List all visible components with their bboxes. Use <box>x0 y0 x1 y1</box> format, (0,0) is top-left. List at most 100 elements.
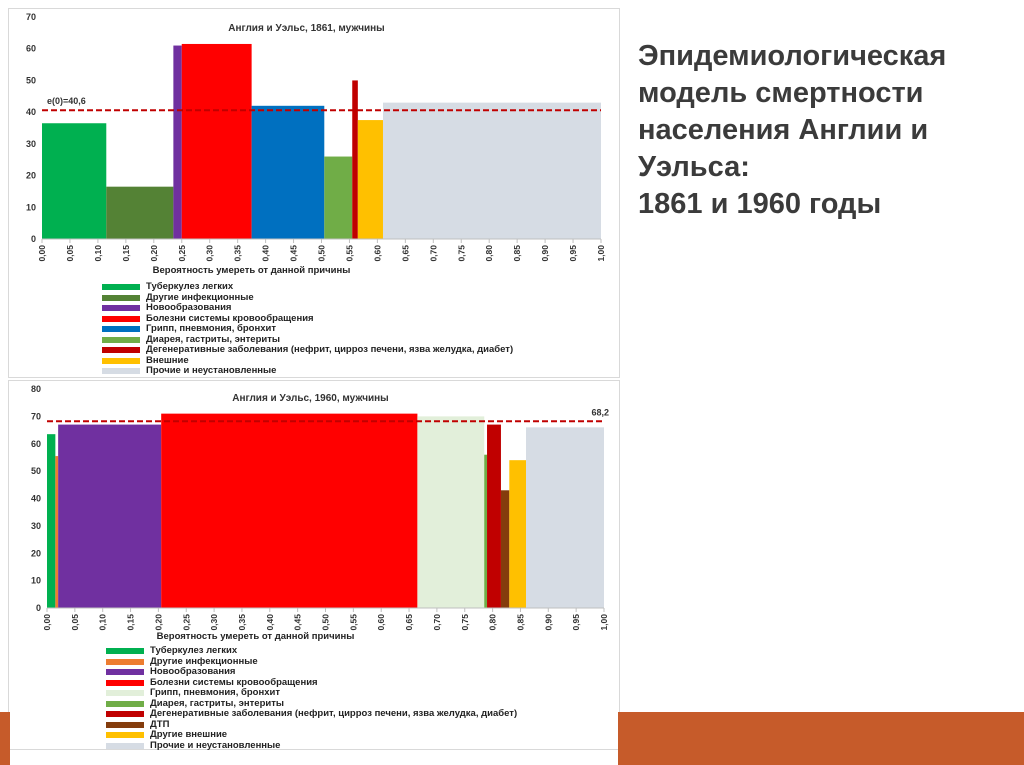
chart-1861-bar <box>173 45 182 239</box>
chart-1861-legend-label: Новообразования <box>146 302 232 313</box>
chart-1960-legend-item: Другие внешние <box>106 729 517 741</box>
chart-1861-xtick-label: 0,50 <box>317 245 327 262</box>
chart-1861-bar <box>352 80 358 239</box>
chart-1960-legend-item: Диарея, гастриты, энтериты <box>106 698 517 710</box>
chart-1960-ytick-label: 50 <box>31 466 41 476</box>
chart-1861-xtick-label: 0,55 <box>344 245 354 262</box>
chart-1960-svg: 0 10 20 30 40 50 60 70 80 0,00 0,05 0,10 0,15 0,20 0,2… <box>31 384 609 642</box>
slide-title: Эпидемиологическая модель смертности нас… <box>638 38 1008 223</box>
chart-1960-legend-label: Туберкулез легких <box>150 645 238 656</box>
chart-1960-legend-label: Прочие и неустановленные <box>150 739 281 751</box>
chart-1861-xtick-label: 0,80 <box>484 245 494 262</box>
chart-1861-bar <box>357 120 383 239</box>
chart-1960-xtick-label: 0,20 <box>153 614 163 631</box>
chart-1960-xtick-label: 0,95 <box>571 614 581 631</box>
chart-1861-legend-item: Дегенеративные заболевания (нефрит, цирр… <box>102 344 514 356</box>
chart-1861-legend-swatch <box>102 284 140 291</box>
slide-title-line-2: модель смертности <box>638 77 924 109</box>
chart-1861-legend-item: Туберкулез легких <box>102 281 513 293</box>
chart-1960-xtick-label: 0,35 <box>237 614 247 631</box>
chart-1960-title: Англия и Уэльс, 1960, мужчины <box>232 393 388 404</box>
chart-1960-legend-label: Новообразования <box>150 666 236 677</box>
chart-1960-bar <box>509 460 527 608</box>
chart-1960-ytick-label: 70 <box>31 411 41 421</box>
chart-1960-xtick-label: 0,55 <box>348 614 358 631</box>
chart-1861-xtick-label: 0,20 <box>149 245 159 262</box>
chart-1861-xtick-label: 0,70 <box>428 245 438 262</box>
chart-1861-legend-item: Диарея, гастриты, энтериты <box>102 333 513 346</box>
chart-1960-legend-item: Грипп, пневмония, бронхит <box>106 687 517 699</box>
chart-1861-xtick-label: 0,90 <box>540 245 550 262</box>
chart-1960-bar <box>417 416 485 608</box>
chart-1861-legend-label: Диарея, гастриты, энтериты <box>146 333 280 345</box>
chart-1861-legend-item: Грипп, пневмония, бронхит <box>102 323 513 335</box>
chart-1960-ytick-label: 0 <box>36 603 41 613</box>
chart-1861-legend-label: Грипп, пневмония, бронхит <box>146 323 276 334</box>
chart-1861-xtick-label: 0,75 <box>456 245 466 262</box>
chart-1861-legend-item: Внешние <box>102 354 513 367</box>
chart-1861: 0 10 20 30 40 50 60 70 0,00 0,05 0,10 0,15 0,20 0,25 0… <box>8 8 620 378</box>
chart-1960-legend-swatch <box>106 742 144 749</box>
chart-1960-x-axis-title: Вероятность умереть от данной причины <box>157 631 355 642</box>
chart-1960-xtick-label: 0,45 <box>293 614 303 631</box>
slide-title-line-3: населения Англии и <box>638 114 929 146</box>
chart-1960-xtick-label: 0,30 <box>209 614 219 631</box>
chart-1960-xtick-label: 0,15 <box>126 614 136 631</box>
chart-1861-svg: 0 10 20 30 40 50 60 70 0,00 0,05 0,10 0,15 0,20 0,25 0… <box>26 12 606 276</box>
chart-1960-reference-label: 68,2 <box>591 407 609 417</box>
chart-1861-legend-swatch <box>102 305 140 312</box>
chart-1861-xtick-label: 0,10 <box>93 245 103 262</box>
chart-1861-xtick-label: 0,35 <box>233 245 243 262</box>
chart-1861-xtick-label: 0,30 <box>205 245 215 262</box>
chart-1861-ytick-label: 60 <box>26 44 36 54</box>
chart-1861-xtick-label: 0,95 <box>568 245 578 262</box>
chart-1861-xtick-label: 0,40 <box>261 245 271 262</box>
chart-1960-legend-item: Прочие и неустановленные <box>106 739 517 752</box>
chart-1861-legend: Туберкулез легких Другие инфекционные Ново… <box>102 281 514 377</box>
chart-1960-xtick-label: 0,65 <box>404 614 414 631</box>
chart-1960-xtick-label: 0,70 <box>432 614 442 631</box>
chart-1861-legend-item: Другие инфекционные <box>102 292 513 304</box>
chart-1861-xtick-label: 0,05 <box>65 245 75 262</box>
chart-1960-bar <box>484 454 488 608</box>
chart-1861-legend-swatch <box>102 315 140 322</box>
chart-1861-bar <box>382 102 601 239</box>
chart-1960-legend-label: Другие инфекционные <box>150 655 258 667</box>
chart-1861-xtick-label: 0,85 <box>512 245 522 262</box>
chart-1960-xtick-label: 0,25 <box>181 614 191 631</box>
chart-1960-legend: Туберкулез легких Другие инфекционные Ново… <box>106 645 517 752</box>
chart-1960-bar <box>47 434 56 608</box>
chart-1960-xtick-label: 0,75 <box>460 614 470 631</box>
chart-1861-legend-label: Дегенеративные заболевания (нефрит, цирр… <box>146 344 514 355</box>
chart-1861-bar <box>106 186 174 239</box>
chart-1861-legend-item: Болезни системы кровообращения <box>102 312 513 325</box>
chart-1861-legend-swatch <box>102 357 140 364</box>
chart-1960-legend-swatch <box>106 711 144 718</box>
chart-1861-xtick-label: 0,25 <box>177 245 187 262</box>
chart-1861-xtick-label: 0,45 <box>289 245 299 262</box>
chart-1861-legend-swatch <box>102 336 140 343</box>
chart-1960-legend-swatch <box>106 658 144 665</box>
chart-1960-xtick-label: 0,05 <box>70 614 80 631</box>
chart-1960-legend-swatch <box>106 669 144 676</box>
chart-1861-x-axis-title: Вероятность умереть от данной причины <box>153 265 351 276</box>
chart-1960-ytick-label: 20 <box>31 548 41 558</box>
chart-1861-legend-label: Болезни системы кровообращения <box>146 312 314 324</box>
chart-1861-bar <box>181 43 252 240</box>
chart-1861-legend-label: Внешние <box>146 354 189 366</box>
chart-1960-legend-label: Болезни системы кровообращения <box>150 676 318 688</box>
chart-1861-xtick-label: 0,60 <box>372 245 382 262</box>
chart-1960-legend-label: Другие внешние <box>150 729 228 740</box>
chart-1960-legend-label: Грипп, пневмония, бронхит <box>150 687 280 698</box>
chart-1960-legend-item: Дегенеративные заболевания (нефрит, цирр… <box>106 708 517 720</box>
chart-1960-xtick-label: 0,40 <box>265 614 275 631</box>
chart-1960-bar <box>487 424 501 608</box>
chart-1861-legend-item: Новообразования <box>102 302 513 314</box>
chart-1861-bar <box>251 105 325 239</box>
chart-1861-reference-label: e(0)=40,6 <box>47 96 86 106</box>
slide-title-line-5: 1861 и 1960 годы <box>638 188 882 220</box>
chart-1960-xtick-label: 0,90 <box>543 614 553 631</box>
chart-1960: 0 10 20 30 40 50 60 70 80 0,00 0,05 0,10 0,15 0,20 0,2… <box>8 380 620 750</box>
slide-title-line-4: Уэльса: <box>638 151 750 183</box>
chart-1960-xtick-label: 0,85 <box>515 614 525 631</box>
